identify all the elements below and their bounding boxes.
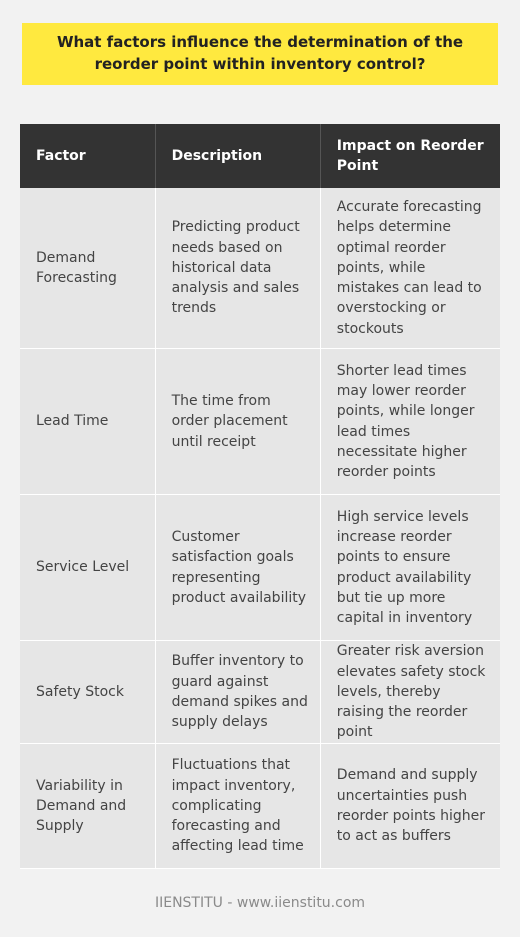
cell-description: The time from order placement until rece…	[155, 348, 321, 495]
cell-description: Customer satisfaction goals representing…	[155, 494, 321, 641]
cell-description: Buffer inventory to guard against demand…	[155, 640, 321, 744]
table-row: Demand Forecasting Predicting product ne…	[20, 188, 500, 349]
cell-factor: Variability in Demand and Supply	[20, 743, 156, 869]
cell-description: Predicting product needs based on histor…	[155, 188, 321, 349]
header-factor: Factor	[20, 124, 156, 188]
cell-impact: Accurate forecasting helps determine opt…	[320, 188, 500, 349]
cell-description: Fluctuations that impact inventory, comp…	[155, 743, 321, 869]
cell-factor: Service Level	[20, 494, 156, 641]
footer-credit: IIENSTITU - www.iienstitu.com	[154, 895, 366, 911]
header-impact: Impact on Reorder Point	[320, 124, 500, 188]
cell-impact: Demand and supply uncertainties push reo…	[320, 743, 500, 869]
table-header-row: Factor Description Impact on Reorder Poi…	[20, 124, 500, 188]
cell-factor: Lead Time	[20, 348, 156, 495]
header-description: Description	[155, 124, 321, 188]
table-row: Variability in Demand and Supply Fluctua…	[20, 743, 500, 869]
table-row: Service Level Customer satisfaction goal…	[20, 494, 500, 641]
cell-impact: Shorter lead times may lower reorder poi…	[320, 348, 500, 495]
title-banner: What factors influence the determination…	[22, 23, 498, 85]
table-row: Safety Stock Buffer inventory to guard a…	[20, 640, 500, 744]
table-row: Lead Time The time from order placement …	[20, 348, 500, 495]
cell-factor: Demand Forecasting	[20, 188, 156, 349]
cell-impact: High service levels increase reorder poi…	[320, 494, 500, 641]
cell-factor: Safety Stock	[20, 640, 156, 744]
cell-impact: Greater risk aversion elevates safety st…	[320, 640, 500, 744]
page-title: What factors influence the determination…	[56, 33, 464, 73]
factors-table: Factor Description Impact on Reorder Poi…	[20, 124, 500, 869]
